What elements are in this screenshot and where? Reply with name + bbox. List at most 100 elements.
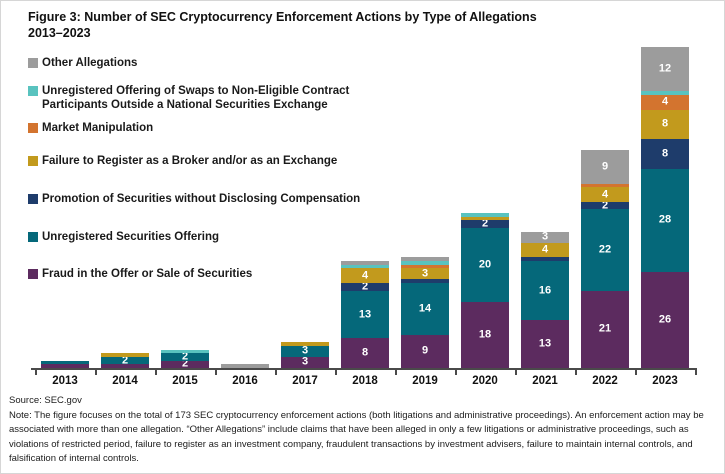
x-axis-tick: [575, 368, 577, 375]
bar-value-label: 21: [598, 322, 612, 335]
chart-title: Figure 3: Number of SEC Cryptocurrency E…: [28, 9, 688, 42]
bar-value-label: 3: [301, 344, 309, 357]
bar-segment-unregistered-offering-of-swaps-to-non-el: [641, 91, 689, 95]
x-axis-label-2018: 2018: [352, 375, 378, 387]
x-axis-label-2016: 2016: [232, 375, 258, 387]
bar-value-label: 8: [361, 346, 369, 359]
bar-segment-unregistered-offering-of-swaps-to-non-el: [341, 264, 389, 269]
legend-swatch-icon: [28, 123, 38, 133]
legend-item-label: Promotion of Securities without Disclosi…: [42, 193, 361, 205]
legend-item-label: Fraud in the Offer or Sale of Securities: [42, 268, 253, 280]
bar-segment-failure-to-register-as-a-broker-and-or-a: 4: [581, 187, 629, 202]
bar-segment-promotion-of-securities-without-disclosi: [521, 257, 569, 261]
bar-2018: 8 13 2 4: [335, 41, 395, 368]
bar-segment-unregistered-securities-offering: 13: [341, 290, 389, 339]
bar-2023: 26 28 8 8 4 12: [635, 41, 695, 368]
bar-value-label: 2: [481, 217, 489, 230]
bar-stack-2021: 13 16 4 3: [521, 231, 569, 368]
x-axis-label-2021: 2021: [532, 375, 558, 387]
bar-segment-fraud-in-the-offer-or-sale-of-securities: 3: [281, 356, 329, 368]
bar-value-label: 4: [601, 188, 609, 201]
bar-segment-promotion-of-securities-without-disclosi: 2: [341, 280, 389, 293]
bar-segment-failure-to-register-as-a-broker-and-or-a: 8: [641, 109, 689, 140]
bar-segment-other-allegations: [401, 257, 449, 262]
bar-value-label: 2: [181, 357, 189, 370]
bar-value-label: 26: [658, 313, 672, 326]
bar-value-label: 13: [538, 337, 552, 350]
bar-value-label: 16: [538, 284, 552, 297]
bar-value-label: 3: [421, 267, 429, 280]
bar-value-label: 9: [601, 160, 609, 173]
legend-item-label: Unregistered Offering of Swaps to Non-El…: [42, 85, 350, 112]
x-axis-label-2023: 2023: [652, 375, 678, 387]
legend-swatch-icon: [28, 269, 38, 279]
bar-segment-failure-to-register-as-a-broker-and-or-a: 3: [401, 267, 449, 280]
legend-item-unregistered-securities-offering: Unregistered Securities Offering: [28, 230, 219, 244]
bar-segment-other-allegations: [341, 261, 389, 265]
bar-stack-2022: 21 22 2 4 9: [581, 150, 629, 368]
bar-stack-2016: [221, 364, 269, 368]
bar-value-label: 8: [661, 147, 669, 160]
legend-swatch-icon: [28, 58, 38, 68]
bar-value-label: 12: [658, 62, 672, 75]
bar-2013: [35, 41, 95, 368]
bar-segment-other-allegations: 12: [641, 47, 689, 92]
legend-item-unregistered-offering-of-swaps-to-non-el: Unregistered Offering of Swaps to Non-El…: [28, 84, 404, 112]
legend-item-label: Market Manipulation: [42, 122, 154, 134]
bar-2021: 13 16 4 3: [515, 41, 575, 368]
bar-2022: 21 22 2 4 9: [575, 41, 635, 368]
bar-segment-unregistered-securities-offering: 2: [161, 350, 209, 363]
bar-stack-2023: 26 28 8 8 4 12: [641, 47, 689, 368]
source-text: Source: SEC.gov: [9, 395, 82, 406]
legend-item-market-manipulation: Market Manipulation: [28, 121, 153, 135]
bar-stack-2018: 8 13 2 4: [341, 261, 389, 368]
bar-segment-promotion-of-securities-without-disclosi: 8: [641, 139, 689, 169]
bar-value-label: 2: [601, 199, 609, 212]
bar-segment-unregistered-securities-offering: 14: [401, 283, 449, 335]
legend-item-label: Failure to Register as a Broker and/or a…: [42, 155, 338, 167]
bar-value-label: 2: [181, 350, 189, 363]
x-axis-labels: 2013 2014 2015 2016 2017 2018 2019 2020 2021 2022…: [35, 375, 695, 387]
legend-item-fraud-in-the-offer-or-sale-of-securities: Fraud in the Offer or Sale of Securities: [28, 267, 252, 281]
bar-2020: 18 20 2: [455, 41, 515, 368]
bar-segment-failure-to-register-as-a-broker-and-or-a: [461, 216, 509, 221]
bar-value-label: 28: [658, 213, 672, 226]
bar-segment-unregistered-securities-offering: 2: [101, 355, 149, 366]
bar-segment-fraud-in-the-offer-or-sale-of-securities: 8: [341, 338, 389, 368]
bar-value-label: 18: [478, 328, 492, 341]
x-axis-tick: [695, 368, 697, 375]
note-text: Note: The figure focuses on the total of…: [9, 410, 704, 464]
bar-value-label: 14: [418, 302, 432, 315]
bar-segment-other-allegations: 3: [521, 231, 569, 243]
x-axis-tick: [215, 368, 217, 375]
x-axis-line: [31, 368, 695, 370]
bar-segment-unregistered-offering-of-swaps-to-non-el: [161, 349, 209, 354]
x-axis-tick: [395, 368, 397, 375]
bar-segment-fraud-in-the-offer-or-sale-of-securities: [101, 364, 149, 368]
legend-item-failure-to-register-as-a-broker-and-or-a: Failure to Register as a Broker and/or a…: [28, 154, 337, 168]
bar-segment-unregistered-securities-offering: 20: [461, 227, 509, 302]
bar-segment-promotion-of-securities-without-disclosi: [401, 279, 449, 284]
bar-value-label: 2: [361, 280, 369, 293]
bar-2019: 9 14 3: [395, 41, 455, 368]
bar-value-label: 20: [478, 258, 492, 271]
bar-segment-failure-to-register-as-a-broker-and-or-a: 4: [521, 242, 569, 258]
bar-segment-fraud-in-the-offer-or-sale-of-securities: 21: [581, 290, 629, 368]
x-axis-tick: [515, 368, 517, 375]
bar-value-label: 13: [358, 308, 372, 320]
chart-title-line2: 2013–2023: [28, 26, 91, 41]
bar-stack-2020: 18 20 2: [461, 213, 509, 368]
x-axis-label-2017: 2017: [292, 375, 318, 387]
bar-2014: 2: [95, 41, 155, 368]
bar-segment-unregistered-securities-offering: 28: [641, 168, 689, 273]
bar-segment-fraud-in-the-offer-or-sale-of-securities: 18: [461, 301, 509, 368]
x-axis-label-2013: 2013: [52, 375, 78, 387]
x-axis-label-2014: 2014: [112, 375, 138, 387]
legend-item-promotion-of-securities-without-disclosi: Promotion of Securities without Disclosi…: [28, 192, 360, 206]
bar-segment-fraud-in-the-offer-or-sale-of-securities: 9: [401, 334, 449, 368]
